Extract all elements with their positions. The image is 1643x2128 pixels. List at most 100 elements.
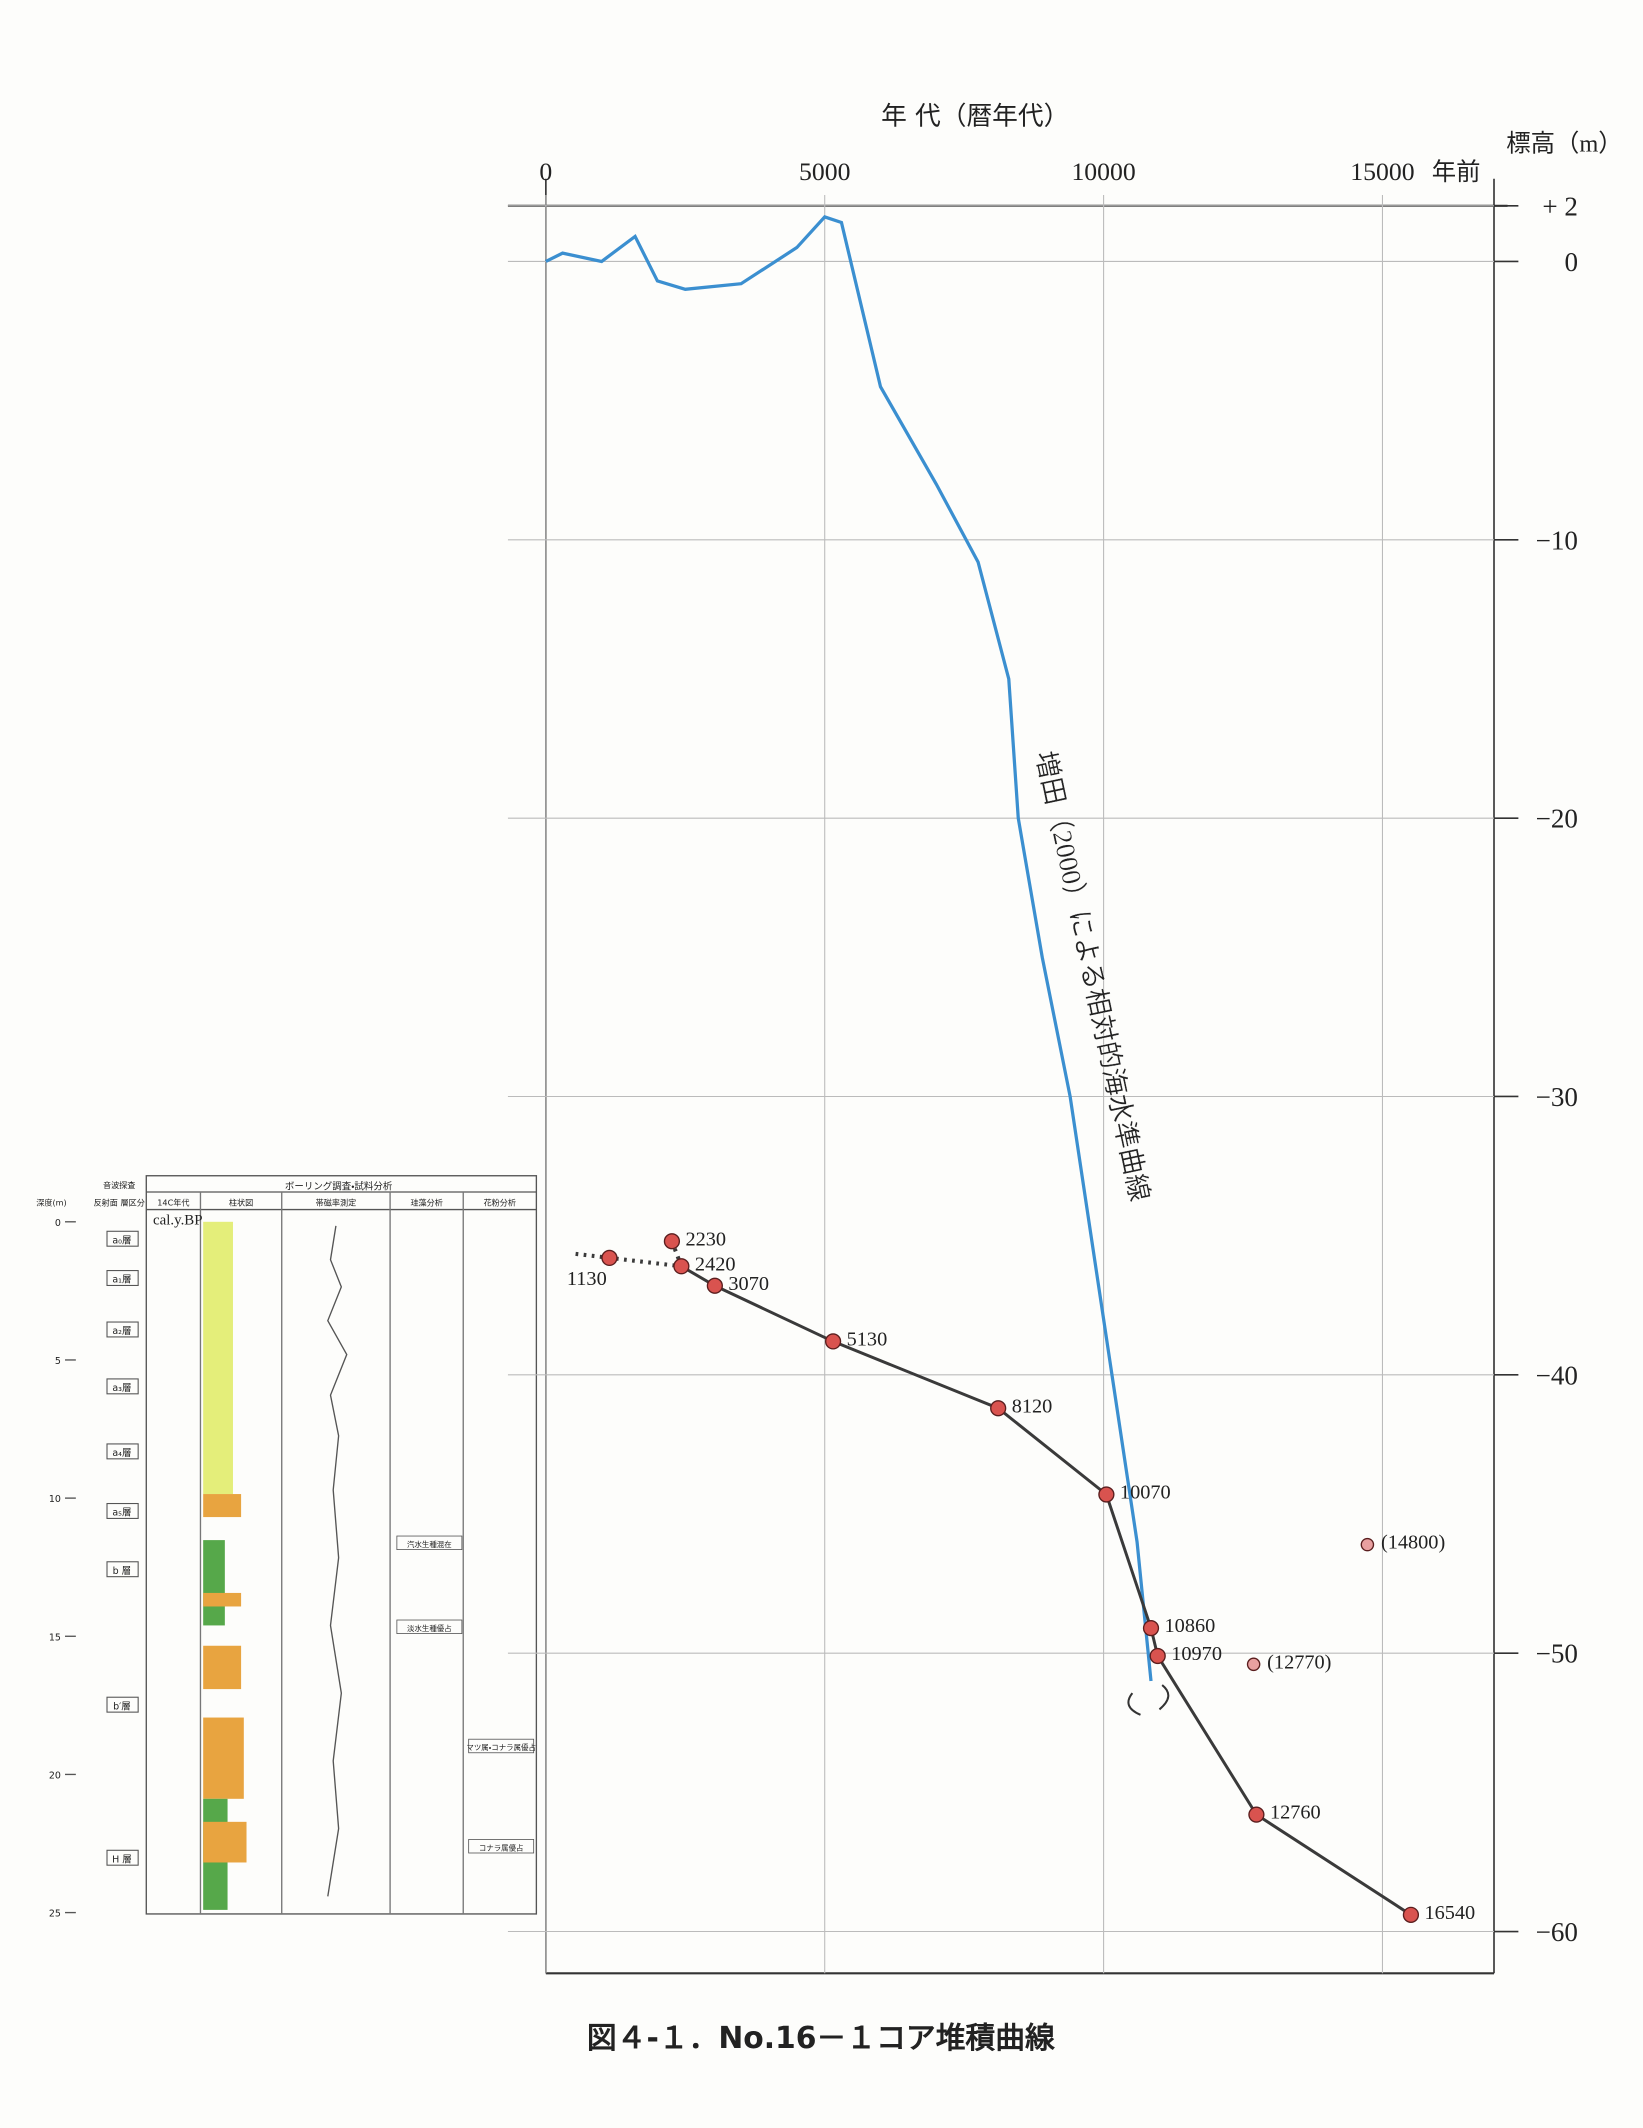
y-tick-label: −20 (1536, 804, 1578, 834)
core-point (824, 1333, 842, 1350)
point-label: 10070 (1120, 1482, 1171, 1504)
inset-text: H 層 (112, 1854, 132, 1865)
point-label: 1130 (567, 1268, 607, 1290)
layer-box (106, 1443, 139, 1460)
column-layer (203, 1645, 242, 1690)
column-layer (203, 1540, 225, 1626)
column-layer (203, 1821, 247, 1863)
layer-box (106, 1696, 139, 1713)
point-label: 8120 (1012, 1395, 1053, 1417)
core-point (663, 1233, 681, 1250)
point-label: (12770) (1267, 1651, 1331, 1673)
column-layer (203, 1592, 242, 1607)
inset-text: 反射面 層区分 (94, 1198, 145, 1208)
curve-annotation: 増田（2000）による相対的海水準曲線 (1030, 748, 1155, 1204)
core-point (1402, 1906, 1420, 1923)
point-label: 12760 (1270, 1802, 1321, 1824)
dotted-trend (575, 1251, 682, 1269)
inset-text: 25 (49, 1909, 61, 1920)
core-point (1248, 1806, 1265, 1823)
column-layer (203, 1717, 244, 1799)
boring-log (145, 1175, 538, 1915)
inset-text: 淡水生種優占 (407, 1623, 452, 1633)
layer-box (106, 1849, 139, 1866)
core-point (990, 1400, 1007, 1417)
point-label: 2230 (685, 1228, 726, 1250)
inset-text: 14C年代 (157, 1198, 189, 1208)
susceptibility-trace (327, 1225, 348, 1897)
inset-text: 0 (55, 1218, 61, 1229)
inset-text: cal.y.BP (153, 1213, 202, 1229)
inset-text: 5 (55, 1356, 61, 1367)
layer-box (106, 1270, 139, 1287)
layer-box (106, 1561, 139, 1578)
core-point (601, 1249, 618, 1267)
inset-text: ボーリング調査・試料分析 (285, 1180, 393, 1192)
inset-frame (145, 1175, 538, 1915)
inset-text: a₃層 (112, 1383, 131, 1394)
point-label: 5130 (847, 1328, 888, 1350)
inset-text: 15 (49, 1632, 61, 1643)
inset-text: 音波探査 (103, 1180, 135, 1190)
core-point (706, 1277, 723, 1294)
y-tick-label: −50 (1536, 1639, 1578, 1669)
note-box (468, 1839, 535, 1854)
core-point (1360, 1537, 1375, 1552)
inset-text: 10 (49, 1494, 61, 1505)
note-box (468, 1738, 535, 1754)
layer-box (106, 1502, 139, 1519)
inset-text: 柱状図 (229, 1198, 253, 1208)
x-axis-title: 年 代（暦年代） (881, 102, 1069, 132)
point-label: 3070 (728, 1273, 769, 1295)
point-label: (14800) (1381, 1532, 1445, 1554)
x-tick-label: 0 (539, 157, 552, 186)
point-label: 10970 (1171, 1643, 1222, 1665)
x-tick-label: 15000 (1350, 157, 1414, 186)
layer-box (106, 1321, 139, 1338)
note-box (396, 1535, 463, 1550)
inset-text: 汽水生種混在 (407, 1539, 452, 1549)
y-tick-label: −30 (1536, 1082, 1578, 1112)
bracket (1127, 1684, 1170, 1716)
sea-level-curve (545, 215, 1153, 1682)
inset-text: a₁層 (112, 1275, 131, 1286)
point-label: 2420 (695, 1253, 736, 1275)
inset-text: b 層 (113, 1566, 132, 1577)
column-layer (203, 1494, 242, 1518)
y-tick-label: −40 (1536, 1360, 1578, 1390)
point-label: 16540 (1424, 1902, 1475, 1924)
core-point (1098, 1486, 1115, 1503)
y-axis-title: 標高（m） (1506, 131, 1622, 158)
y-tick-label: −60 (1536, 1917, 1578, 1947)
inset-text: 珪藻分析 (410, 1198, 442, 1208)
inset-text: コナラ属優占 (479, 1842, 524, 1852)
y-tick-label: −10 (1536, 525, 1578, 555)
y-tick-label: 0 (1564, 247, 1578, 277)
x-tick-label: 5000 (799, 157, 850, 186)
x-unit: 年前 (1432, 157, 1481, 186)
core-point (1142, 1619, 1160, 1637)
inset-text: a₅層 (112, 1508, 131, 1519)
column-layer (203, 1221, 233, 1495)
layer-box (106, 1230, 139, 1247)
caption: 図４-１．No.16－１コア堆積曲線 (587, 2021, 1055, 2056)
inset-text: a₀層 (112, 1235, 131, 1246)
y-tick-label: + 2 (1542, 191, 1578, 221)
inset-text: 花粉分析 (484, 1198, 516, 1208)
note-box (396, 1619, 463, 1634)
core-point (673, 1258, 690, 1275)
x-tick-label: 10000 (1071, 157, 1135, 186)
inset-text: a₂層 (112, 1326, 131, 1337)
inset-text: マツ属・コナラ属優占 (466, 1742, 535, 1752)
core-point (1149, 1647, 1166, 1665)
layer-box (106, 1378, 139, 1395)
inset-text: b′層 (113, 1701, 131, 1712)
inset-text: a₄層 (112, 1448, 131, 1459)
point-label: 10860 (1165, 1615, 1216, 1637)
inset-text: 20 (49, 1770, 61, 1781)
inset-text: 帯磁率測定 (316, 1198, 357, 1208)
inset-text: 深度(m) (36, 1198, 66, 1208)
core-point (1246, 1657, 1261, 1672)
